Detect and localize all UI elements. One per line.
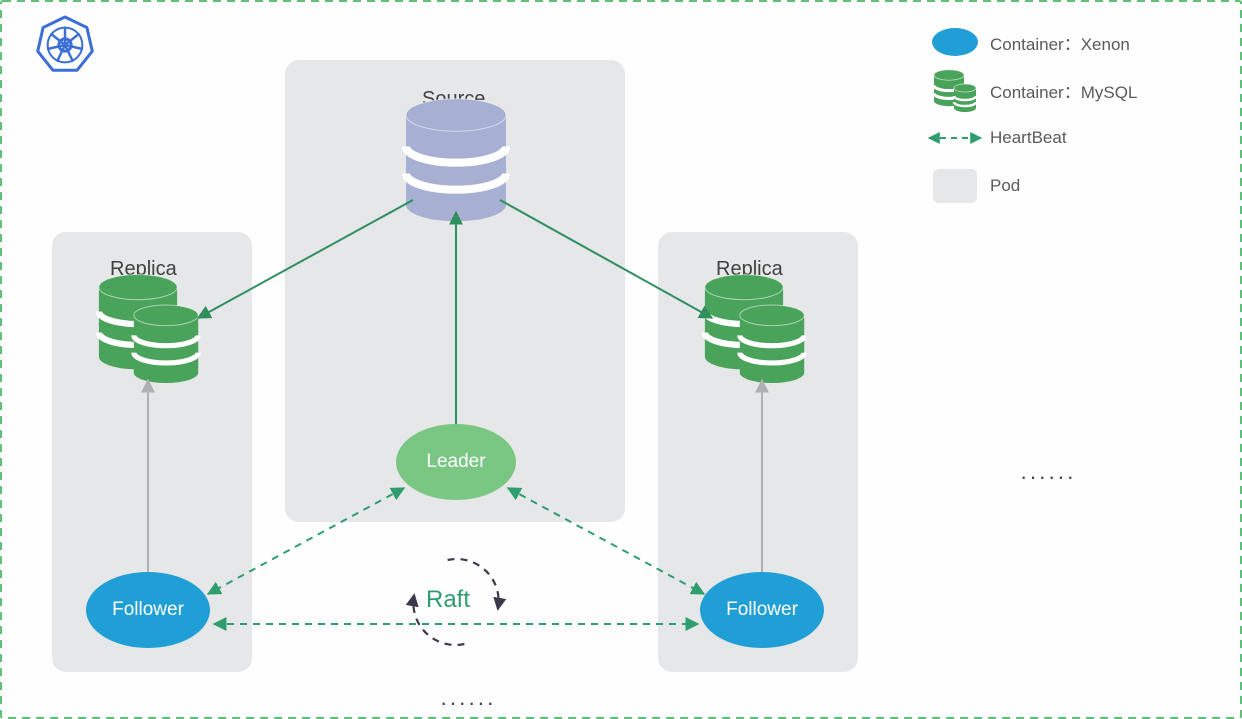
legend-icon-xenon: [920, 28, 990, 56]
legend-label-mysql: Container：MySQL: [990, 78, 1137, 103]
pod-label-right: Replica: [716, 258, 783, 281]
follower_l-node: Follower: [86, 572, 210, 648]
pod-label-left: Replica: [110, 258, 177, 281]
legend-icon-pod: [920, 169, 990, 203]
pod-label-center: Source: [422, 88, 485, 111]
kubernetes-logo-icon: [38, 17, 93, 70]
raft-label: Raft: [426, 586, 470, 614]
ellipsis-dots: ······: [1020, 464, 1076, 490]
legend-icon-mysql: [920, 68, 990, 112]
follower_r-node: Follower: [700, 572, 824, 648]
legend-row-pod: Pod: [920, 162, 1137, 210]
legend-label-heartbeat: HeartBeat: [990, 128, 1067, 148]
ellipsis-dots: ······: [440, 690, 496, 716]
legend-label-pod: Pod: [990, 176, 1020, 196]
legend-icon-heartbeat: [920, 128, 990, 148]
legend-row-heartbeat: HeartBeat: [920, 114, 1137, 162]
legend-row-mysql: Container：MySQL: [920, 66, 1137, 114]
leader-node: Leader: [396, 424, 516, 500]
legend-row-xenon: Container：Xenon: [920, 18, 1137, 66]
legend: Container：Xenon Container：MySQL HeartBeat P…: [920, 18, 1137, 210]
legend-label-xenon: Container：Xenon: [990, 30, 1130, 55]
